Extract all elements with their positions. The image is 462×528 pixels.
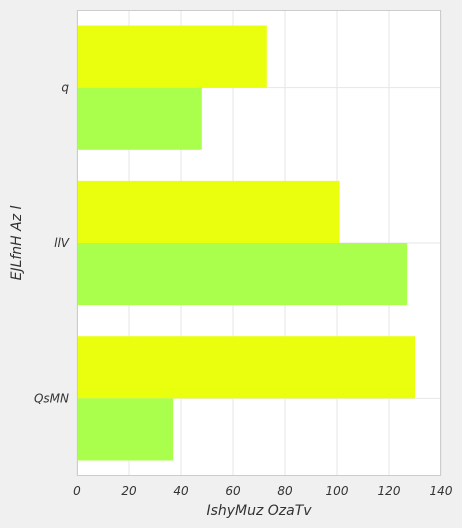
x-tick-label: 100: [326, 484, 349, 498]
bar-series-2-llV: [77, 243, 408, 306]
y-tick-labels: q llV QsMN: [34, 81, 70, 406]
y-tick-label: QsMN: [34, 391, 69, 405]
y-axis-label: EJLfnH Az l: [9, 205, 25, 280]
x-tick-label: 0: [73, 484, 81, 498]
bar-series-2-q: [77, 87, 202, 150]
x-tick-label: 60: [225, 484, 241, 498]
bar-series-1-llV: [77, 180, 340, 243]
plot-frame: [77, 10, 441, 476]
bar-series-1-q: [77, 25, 267, 88]
y-tick-label: q: [61, 81, 69, 95]
x-axis-label: IshyMuz OzaTv: [206, 503, 312, 519]
x-tick-label: 40: [173, 484, 189, 498]
x-tick-labels: 0 20 40 60 80 100 120 140: [73, 484, 453, 498]
x-tick-label: 80: [277, 484, 293, 498]
x-tick-label: 140: [430, 484, 453, 498]
x-tick-label: 20: [121, 484, 137, 498]
bar-series-2-QsMN: [77, 398, 174, 461]
bar-series-1-QsMN: [77, 336, 415, 399]
bars: [77, 25, 415, 461]
y-tick-label: llV: [54, 236, 70, 250]
x-tick-label: 120: [378, 484, 401, 498]
